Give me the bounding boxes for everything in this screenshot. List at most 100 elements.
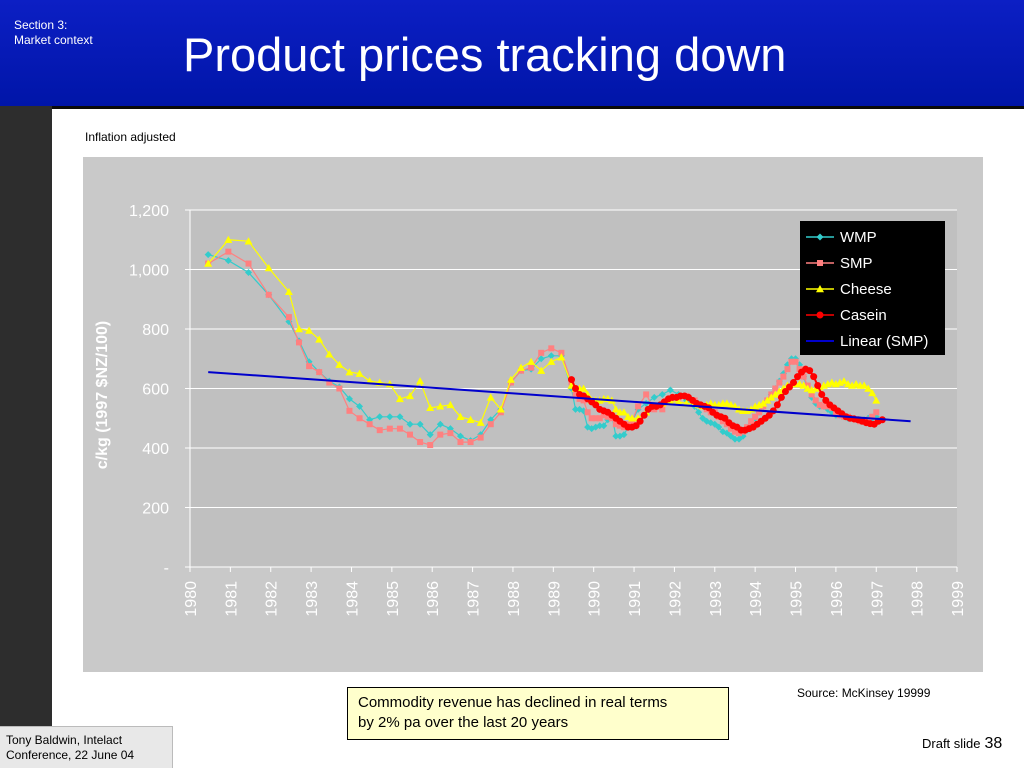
legend-marker xyxy=(816,311,824,319)
data-point-square xyxy=(736,430,743,437)
data-point-diamond xyxy=(731,435,739,443)
x-tick-label: 1993 xyxy=(708,581,725,617)
data-point-square xyxy=(285,314,292,321)
data-point-square xyxy=(816,401,823,408)
data-point-triangle xyxy=(763,396,772,404)
callout-box: Commodity revenue has declined in real t… xyxy=(347,687,729,740)
data-point-square xyxy=(820,403,827,410)
data-point-square xyxy=(336,385,343,392)
data-point-square xyxy=(467,439,474,446)
x-tick-label: 1982 xyxy=(264,581,281,617)
data-point-circle xyxy=(777,393,785,401)
x-tick-label: 1996 xyxy=(829,581,846,617)
data-point-square xyxy=(572,391,579,398)
data-point-square xyxy=(356,415,363,422)
data-point-diamond xyxy=(666,386,674,394)
data-point-triangle xyxy=(759,399,768,407)
data-point-diamond xyxy=(456,432,464,440)
data-point-circle xyxy=(785,383,793,391)
data-point-diamond xyxy=(711,420,719,428)
footer-line-2: Conference, 22 June 04 xyxy=(6,748,135,762)
data-point-triangle xyxy=(486,393,495,401)
data-point-square xyxy=(873,409,880,416)
data-point-circle xyxy=(814,382,822,390)
draft-text: Draft slide xyxy=(922,736,981,751)
data-point-square xyxy=(437,431,444,438)
data-point-circle xyxy=(794,373,802,381)
legend-label: SMP xyxy=(840,255,873,272)
x-tick-label: 1985 xyxy=(385,581,402,617)
data-point-square xyxy=(580,397,587,404)
data-point-diamond xyxy=(345,395,353,403)
legend-marker xyxy=(817,260,823,266)
data-point-square xyxy=(548,345,555,352)
x-tick-label: 1987 xyxy=(466,581,483,617)
data-point-triangle xyxy=(426,403,435,412)
data-point-triangle xyxy=(506,375,515,383)
data-point-square xyxy=(612,421,619,428)
data-point-square xyxy=(417,439,424,446)
y-tick-label: 200 xyxy=(142,501,169,518)
x-tick-label: 1998 xyxy=(910,581,927,617)
data-point-triangle xyxy=(839,377,848,385)
data-point-diamond xyxy=(406,420,414,428)
callout-line-1: Commodity revenue has declined in real t… xyxy=(358,694,668,711)
x-tick-label: 1981 xyxy=(223,581,240,617)
data-point-triangle xyxy=(537,366,546,374)
data-point-triangle xyxy=(517,363,526,371)
data-point-triangle xyxy=(579,384,588,392)
legend-entry: Casein xyxy=(806,307,887,324)
x-tick-label: 1980 xyxy=(183,581,200,617)
y-tick-label: - xyxy=(164,560,169,577)
data-point-square xyxy=(727,425,734,432)
x-tick-label: 1989 xyxy=(546,581,563,617)
data-point-circle xyxy=(790,379,798,387)
data-point-square xyxy=(776,379,783,386)
data-point-diamond xyxy=(600,422,608,430)
data-point-square xyxy=(528,364,535,371)
y-tick-label: 800 xyxy=(142,322,169,339)
x-tick-label: 1999 xyxy=(950,581,967,617)
data-point-diamond xyxy=(612,432,620,440)
y-tick-label: 1,000 xyxy=(129,263,169,280)
y-tick-label: 1,200 xyxy=(129,203,169,220)
data-point-square xyxy=(225,248,232,255)
footer-line-1: Tony Baldwin, Intelact xyxy=(6,733,123,747)
data-point-square xyxy=(600,412,607,419)
section-number: Section 3: xyxy=(14,18,68,32)
data-point-circle xyxy=(822,396,830,404)
data-point-diamond xyxy=(715,423,723,431)
data-point-triangle xyxy=(496,405,505,413)
left-sidebar-bar xyxy=(0,106,52,726)
data-point-square xyxy=(306,363,313,370)
data-point-circle xyxy=(765,411,773,419)
data-point-square xyxy=(592,415,599,422)
x-tick-label: 1995 xyxy=(789,581,806,617)
data-point-triangle xyxy=(674,397,683,406)
data-point-circle xyxy=(572,385,580,392)
data-point-square xyxy=(772,385,779,392)
data-point-diamond xyxy=(537,355,545,363)
data-point-diamond xyxy=(376,413,384,421)
data-point-diamond xyxy=(416,420,424,428)
slide-number: 38 xyxy=(984,735,1003,752)
data-point-diamond xyxy=(204,251,212,259)
legend-label: WMP xyxy=(840,229,877,246)
data-point-square xyxy=(588,415,595,422)
data-point-square xyxy=(865,416,872,423)
legend-entry: Cheese xyxy=(806,281,892,298)
x-tick-label: 1983 xyxy=(304,581,321,617)
chart-subtitle: Inflation adjusted xyxy=(85,130,176,144)
y-axis-title: c/kg (1997 $NZ/100) xyxy=(94,321,111,470)
x-tick-label: 1984 xyxy=(344,581,361,617)
section-name: Market context xyxy=(14,33,93,47)
data-point-diamond xyxy=(245,268,253,276)
data-point-diamond xyxy=(396,413,404,421)
data-point-square xyxy=(748,418,755,425)
data-point-diamond xyxy=(224,257,232,265)
legend-marker xyxy=(816,233,824,241)
data-point-triangle xyxy=(611,405,620,413)
data-point-square xyxy=(427,442,434,449)
data-point-diamond xyxy=(695,408,703,416)
